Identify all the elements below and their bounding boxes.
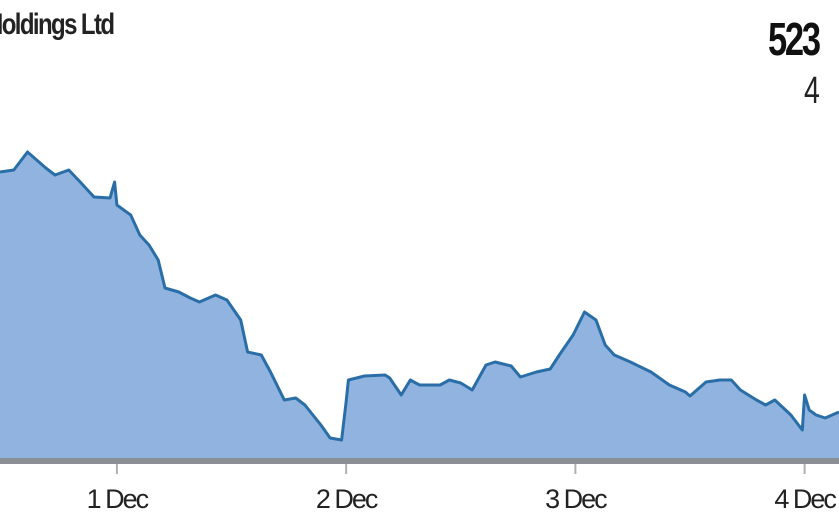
chart-title: Holdings Ltd	[0, 8, 115, 41]
x-tick-label: 4 Dec	[774, 484, 836, 514]
x-tick-label: 1 Dec	[87, 484, 149, 514]
series-line	[0, 150, 839, 442]
area-fill	[0, 152, 839, 460]
x-tick-label: 2 Dec	[316, 484, 378, 514]
x-axis	[0, 458, 839, 464]
change-label: 4	[804, 70, 820, 112]
price-label: 523	[768, 13, 821, 65]
x-tick-label: 3 Dec	[545, 484, 607, 514]
